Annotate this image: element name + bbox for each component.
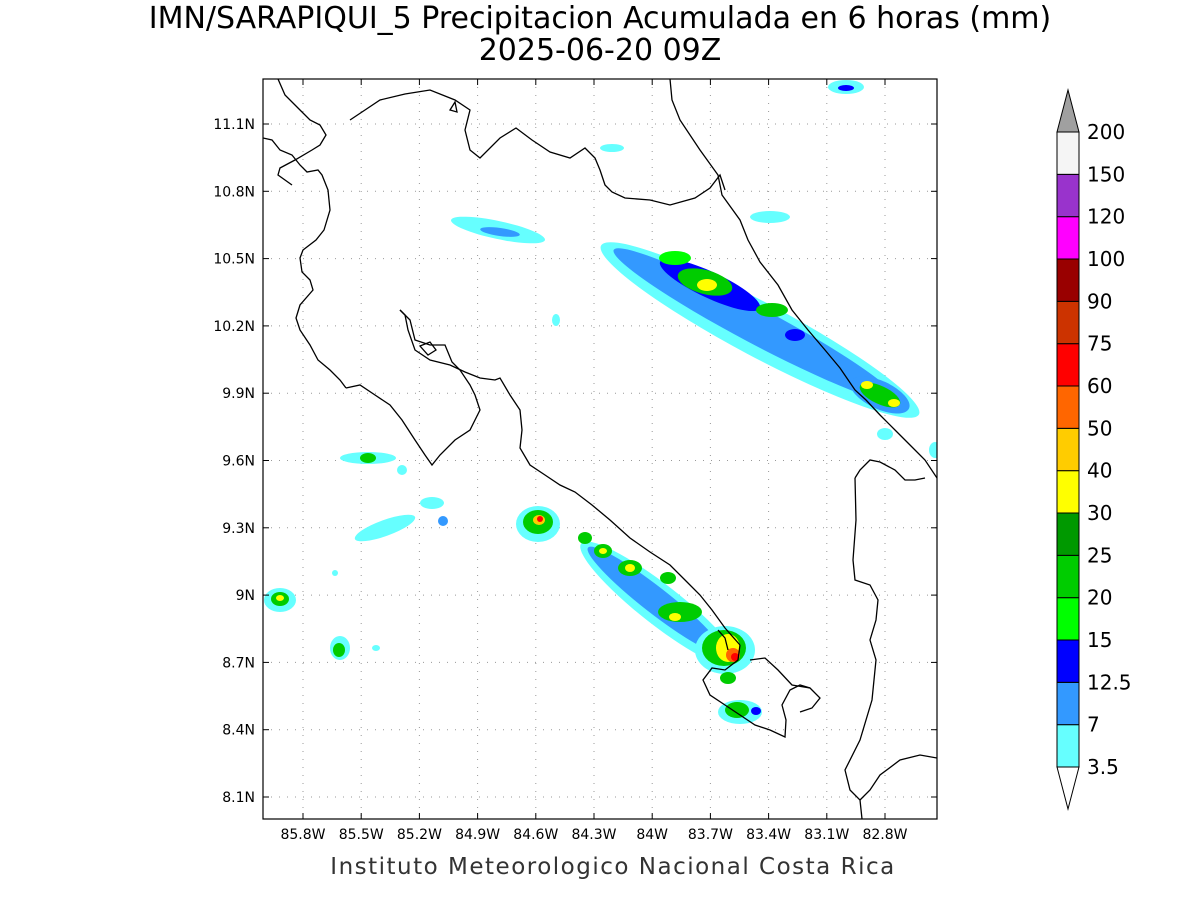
costa-rica-border-north (349, 89, 726, 206)
island-small (448, 100, 458, 113)
lat-label: 8.7N (222, 655, 255, 671)
caribbean-coast (669, 79, 937, 479)
panama-bay-coast (854, 459, 926, 481)
colorbar-swatch (1056, 512, 1080, 556)
colorbar-level-label: 12.5 (1087, 670, 1132, 694)
colorbar-level-label: 15 (1087, 628, 1112, 652)
institution-footer: Instituto Meteorologico Nacional Costa R… (330, 854, 896, 880)
colorbar-swatch (1056, 173, 1080, 218)
lat-label: 9.9N (222, 386, 255, 402)
nicaragua-coast (263, 137, 347, 389)
colorbar-level-label: 3.5 (1087, 755, 1119, 779)
colorbar-over-arrow (1056, 88, 1080, 133)
colorbar-level-label: 75 (1087, 332, 1112, 356)
nicaragua-north-coast (277, 79, 327, 186)
panama-coast (844, 477, 879, 819)
lat-label: 8.4N (222, 723, 255, 739)
latitude-axis: 11.1N 10.8N 10.5N 10.2N 9.9N 9.6N 9.3N 9N 8.7N 8.… (213, 117, 937, 806)
panama-border (749, 657, 811, 689)
colorbar-swatch (1056, 131, 1080, 175)
colorbar-level-label: 20 (1087, 586, 1112, 610)
lon-label: 85.2W (397, 827, 442, 843)
lat-label: 11.1N (213, 117, 255, 133)
lon-label: 82.8W (862, 827, 907, 843)
rain-band-caribbean (451, 80, 937, 458)
lon-label: 83.4W (746, 827, 791, 843)
lat-label: 10.8N (213, 184, 255, 200)
colorbar: 3.5 7 12.5 15 20 25 30 40 50 60 75 90 100 120 150 200 (1056, 88, 1132, 811)
lon-label: 83.1W (804, 827, 849, 843)
gulf-islands (418, 341, 437, 356)
lat-label: 9N (236, 588, 255, 604)
colorbar-level-label: 90 (1087, 289, 1112, 313)
costa-rica-border-south (717, 629, 729, 651)
colorbar-swatch (1056, 639, 1080, 683)
colorbar-swatch (1056, 258, 1080, 302)
colorbar-swatch (1056, 597, 1080, 641)
lat-label: 10.2N (213, 319, 255, 335)
colorbar-swatch (1056, 343, 1080, 387)
colorbar-level-label: 120 (1087, 205, 1125, 229)
lat-label: 10.5N (213, 252, 255, 268)
colorbar-level-label: 50 (1087, 416, 1112, 440)
colorbar-swatch (1056, 554, 1080, 599)
colorbar-level-label: 40 (1087, 459, 1112, 483)
map-frame (262, 78, 938, 820)
pacific-coast-central (399, 309, 741, 646)
lon-label: 85.8W (280, 827, 325, 843)
lon-label: 84.9W (455, 827, 500, 843)
colorbar-swatch (1056, 681, 1080, 726)
colorbar-under-arrow (1056, 766, 1080, 811)
colorbar-swatch (1056, 385, 1080, 429)
nicoya-peninsula (345, 309, 481, 467)
colorbar-swatch (1056, 216, 1080, 260)
rain-band-pacific (264, 452, 762, 724)
lon-label: 84W (636, 827, 668, 843)
grid-lines (263, 79, 937, 819)
lon-label: 85.5W (339, 827, 384, 843)
panama-south-coast (859, 754, 937, 801)
colorbar-swatch (1056, 470, 1080, 514)
lon-label: 84.6W (513, 827, 558, 843)
colorbar-level-label: 200 (1087, 120, 1125, 144)
lat-label: 9.6N (222, 454, 255, 470)
map-datetime: 2025-06-20 09Z (478, 33, 722, 68)
lon-label: 84.3W (571, 827, 616, 843)
colorbar-level-label: 30 (1087, 501, 1112, 525)
coastlines (263, 79, 937, 819)
colorbar-level-label: 25 (1087, 543, 1112, 567)
precipitation-field (264, 80, 937, 724)
lat-label: 8.1N (222, 790, 255, 806)
lat-label: 9.3N (222, 521, 255, 537)
colorbar-level-label: 7 (1087, 713, 1100, 737)
colorbar-level-label: 100 (1087, 247, 1125, 271)
colorbar-swatch (1056, 300, 1080, 345)
colorbar-level-label: 60 (1087, 374, 1112, 398)
colorbar-swatch (1056, 724, 1080, 768)
colorbar-swatch (1056, 427, 1080, 472)
lon-label: 83.7W (688, 827, 733, 843)
longitude-axis: 85.8W 85.5W 85.2W 84.9W 84.6W 84.3W 84W 83.7W 83… (280, 79, 908, 843)
colorbar-level-label: 150 (1087, 162, 1125, 186)
map-title: IMN/SARAPIQUI_5 Precipitacion Acumulada … (148, 1, 1052, 36)
